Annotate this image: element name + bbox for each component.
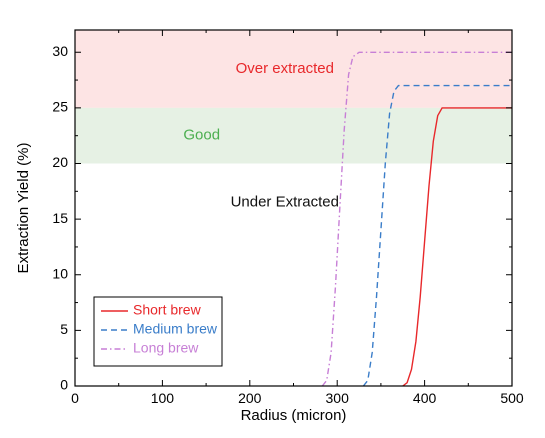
zone-label-0: Over extracted [236, 60, 334, 77]
series-layer [321, 51, 512, 387]
series-line-0 [402, 107, 512, 387]
x-tick-label-0: 0 [71, 390, 79, 406]
series-line-2 [321, 51, 512, 387]
y-tick-label-0: 0 [60, 377, 68, 393]
ticks-layer: 0 100 200 300 400 500 0 5 10 15 20 25 30 [52, 30, 524, 406]
y-tick-label-6: 30 [52, 43, 68, 59]
y-axis-title: Extraction Yield (%) [15, 143, 32, 274]
x-tick-label-3: 300 [326, 390, 350, 406]
y-tick-label-5: 25 [52, 99, 68, 115]
x-tick-label-1: 100 [151, 390, 175, 406]
y-tick-label-2: 10 [52, 265, 68, 281]
legend-label-2: Long brew [133, 340, 199, 356]
legend-label-0: Short brew [133, 302, 202, 318]
plot-frame [74, 29, 513, 387]
zone-band-0 [75, 30, 512, 108]
y-tick-label-1: 5 [60, 321, 68, 337]
series-line-1 [362, 84, 512, 387]
zone-label-2: Under Extracted [231, 193, 339, 210]
legend-box [93, 296, 223, 367]
legend: Short brew Medium brew Long brew [93, 296, 223, 367]
legend-label-1: Medium brew [133, 321, 218, 337]
x-tick-label-5: 500 [500, 390, 524, 406]
x-tick-label-4: 400 [413, 390, 437, 406]
zone-band-1 [75, 107, 512, 164]
x-tick-label-2: 200 [238, 390, 262, 406]
y-tick-label-3: 15 [52, 210, 68, 226]
y-tick-label-4: 20 [52, 154, 68, 170]
x-axis-title: Radius (micron) [241, 407, 347, 424]
zone-label-1: Good [183, 127, 220, 144]
